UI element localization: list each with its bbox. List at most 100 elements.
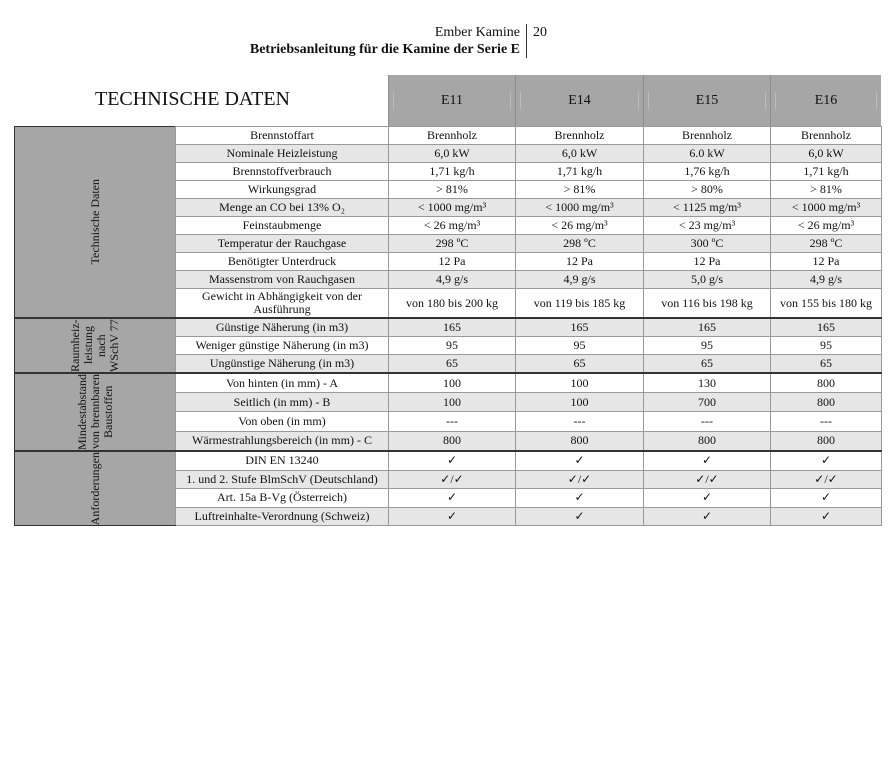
- table-row: Massenstrom von Rauchgasen 4,9 g/s 4,9 g/s…: [15, 270, 882, 289]
- row-label: Seitlich (in mm) - B: [175, 392, 389, 413]
- value-cell: von 116 bis 198 kg: [643, 288, 771, 319]
- value-cell: Brennholz: [515, 126, 644, 145]
- value-cell: ✓: [770, 449, 882, 471]
- row-label: Brennstoffverbrauch: [175, 162, 389, 181]
- value-cell: < 26 mg/m³: [770, 216, 882, 235]
- value-cell: 800: [770, 372, 882, 394]
- table-row: Luftreinhalte-Verordnung (Schweiz) ✓ ✓ ✓ ✓: [15, 506, 882, 527]
- row-label: Menge an CO bei 13% O₂: [175, 198, 389, 217]
- value-cell: < 26 mg/m³: [388, 216, 516, 235]
- row-label: Ungünstige Näherung (in m3): [175, 354, 389, 374]
- value-cell: 6.0 kW: [643, 144, 771, 163]
- header-divider: [526, 24, 527, 58]
- value-cell: ✓/✓: [388, 469, 516, 490]
- row-label: Art. 15a B-Vg (Österreich): [175, 488, 389, 508]
- value-cell: > 81%: [515, 180, 644, 199]
- row-label: Brennstoffart: [175, 126, 389, 145]
- value-cell: 5,0 g/s: [643, 270, 771, 289]
- value-cell: ✓: [388, 506, 516, 527]
- value-cell: ✓/✓: [770, 469, 882, 490]
- value-cell: 298 ºC: [515, 234, 644, 253]
- table-row: Anforderungen DIN EN 13240 ✓ ✓ ✓ ✓: [14, 449, 882, 527]
- value-cell: < 1000 mg/m³: [388, 198, 516, 217]
- row-label: Nominale Heizleistung: [175, 144, 389, 163]
- value-cell: ✓: [643, 488, 771, 508]
- value-cell: ✓: [388, 488, 516, 508]
- table-row: Feinstaubmenge < 26 mg/m³ < 26 mg/m³ < 23 m…: [15, 216, 882, 235]
- value-cell: 12 Pa: [643, 252, 771, 271]
- value-cell: 95: [770, 336, 882, 355]
- row-label: 1. und 2. Stufe BlmSchV (Deutschland): [175, 469, 389, 490]
- row-label: Wärmestrahlungsbereich (in mm) - C: [175, 430, 389, 452]
- table-row: Von oben (in mm) --- --- --- ---: [15, 411, 882, 432]
- value-cell: 1,71 kg/h: [515, 162, 644, 181]
- row-label: Feinstaubmenge: [175, 216, 389, 235]
- value-cell: ---: [388, 411, 516, 432]
- table-row: Menge an CO bei 13% O₂ < 1000 mg/m³ < 1000…: [15, 198, 882, 217]
- table-row: Seitlich (in mm) - B 100 100 700 800: [15, 392, 882, 413]
- value-cell: 12 Pa: [515, 252, 644, 271]
- table-row: Gewicht in Abhängigkeit von der Ausführu…: [15, 288, 882, 319]
- value-cell: 6,0 kW: [388, 144, 516, 163]
- row-label: Von oben (in mm): [175, 411, 389, 432]
- value-cell: 65: [643, 354, 771, 374]
- value-cell: 65: [770, 354, 882, 374]
- value-cell: 130: [643, 372, 771, 394]
- value-cell: 165: [388, 317, 516, 337]
- value-cell: 800: [515, 430, 644, 452]
- table-row: Benötigter Unterdruck 12 Pa 12 Pa 12 Pa 12 P…: [15, 252, 882, 271]
- value-cell: > 80%: [643, 180, 771, 199]
- row-label: Weniger günstige Näherung (in m3): [175, 336, 389, 355]
- value-cell: ✓: [388, 449, 516, 471]
- value-cell: 800: [388, 430, 516, 452]
- category-cell: Anforderungen: [14, 450, 176, 527]
- value-cell: 95: [515, 336, 644, 355]
- row-label: Günstige Näherung (in m3): [175, 317, 389, 337]
- value-cell: ✓: [770, 506, 882, 527]
- category-label: Technische Daten: [87, 179, 102, 265]
- value-cell: von 119 bis 185 kg: [515, 288, 644, 319]
- value-cell: 4,9 g/s: [770, 270, 882, 289]
- row-label: Gewicht in Abhängigkeit von der Ausführu…: [175, 288, 389, 319]
- value-cell: ✓/✓: [643, 469, 771, 490]
- category-label: Anforderungen: [87, 452, 102, 526]
- value-cell: von 155 bis 180 kg: [770, 288, 882, 319]
- row-label: Von hinten (in mm) - A: [175, 372, 389, 394]
- value-cell: ✓: [643, 449, 771, 471]
- value-cell: < 26 mg/m³: [515, 216, 644, 235]
- table-row: Technische Daten Brennstoffart Brennholz Br…: [14, 126, 882, 319]
- value-cell: 95: [388, 336, 516, 355]
- value-cell: 100: [515, 372, 644, 394]
- table-row: Brennstoffverbrauch 1,71 kg/h 1,71 kg/h 1,7…: [15, 162, 882, 181]
- value-cell: 65: [388, 354, 516, 374]
- value-cell: 800: [770, 392, 882, 413]
- value-cell: von 180 bis 200 kg: [388, 288, 516, 319]
- value-cell: 4,9 g/s: [515, 270, 644, 289]
- value-cell: 65: [515, 354, 644, 374]
- table-row: Wärmestrahlungsbereich (in mm) - C 800 800…: [15, 430, 882, 452]
- value-cell: 1,71 kg/h: [770, 162, 882, 181]
- page-title: TECHNISCHE DATEN: [95, 88, 290, 110]
- table-row: Mindestabstand von brennbaren Baustoffen…: [14, 372, 882, 452]
- table-row: 1. und 2. Stufe BlmSchV (Deutschland) ✓/✓…: [15, 469, 882, 490]
- value-cell: 298 ºC: [388, 234, 516, 253]
- value-cell: Brennholz: [643, 126, 771, 145]
- model-header: E11: [388, 75, 515, 126]
- value-cell: 1,76 kg/h: [643, 162, 771, 181]
- value-cell: 100: [388, 372, 516, 394]
- row-label: DIN EN 13240: [175, 449, 389, 471]
- brand-name: Ember Kamine: [434, 25, 520, 40]
- value-cell: 6,0 kW: [770, 144, 882, 163]
- value-cell: 1,71 kg/h: [388, 162, 516, 181]
- model-header: E16: [770, 75, 881, 126]
- value-cell: 800: [643, 430, 771, 452]
- value-cell: > 81%: [388, 180, 516, 199]
- value-cell: < 1125 mg/m³: [643, 198, 771, 217]
- value-cell: 700: [643, 392, 771, 413]
- value-cell: < 23 mg/m³: [643, 216, 771, 235]
- value-cell: ✓/✓: [515, 469, 644, 490]
- category-cell: Mindestabstand von brennbaren Baustoffen: [14, 372, 176, 452]
- value-cell: 12 Pa: [770, 252, 882, 271]
- value-cell: Brennholz: [770, 126, 882, 145]
- row-label: Wirkungsgrad: [175, 180, 389, 199]
